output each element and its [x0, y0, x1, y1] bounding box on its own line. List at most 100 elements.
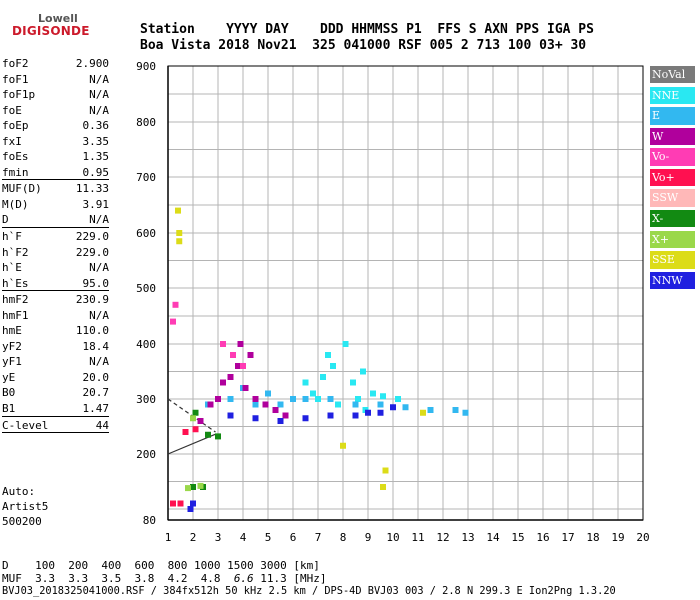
param-row: M(D) 3.91: [2, 197, 109, 213]
data-point-nnw: [352, 412, 359, 419]
param-value: 2.900: [75, 57, 109, 70]
muf-values: 3.3 3.3 3.5 3.8 4.2 4.8: [35, 572, 234, 585]
param-label: D: [2, 213, 9, 227]
x-tick-label: 5: [265, 531, 272, 544]
data-point-e: [377, 401, 384, 408]
param-label: yF1: [2, 355, 22, 369]
param-row: foF2 2.900: [2, 56, 109, 72]
data-point-x-: [205, 431, 211, 438]
param-label: foEp: [2, 119, 29, 133]
param-value: N/A: [89, 261, 109, 275]
param-value: N/A: [89, 103, 109, 117]
x-tick-label: 18: [586, 531, 599, 544]
data-point-e: [452, 407, 459, 413]
y-tick-label: 900: [136, 60, 156, 73]
x-tick-label: 15: [511, 531, 524, 544]
plot-frame: [167, 65, 644, 521]
data-point-sse: [420, 409, 426, 416]
auto-program: Artist5: [2, 500, 49, 513]
data-point-nnw: [302, 415, 309, 422]
data-point-nnw: [277, 418, 284, 424]
data-point-nnw: [227, 412, 234, 419]
data-point-nnw: [190, 500, 196, 507]
x-tick-label: 12: [436, 531, 449, 544]
data-point-nnw: [365, 409, 371, 416]
data-point-x-: [185, 485, 191, 492]
legend-item-nnw: NNW: [650, 271, 695, 290]
data-point-e: [227, 396, 234, 402]
x-tick-label: 2: [190, 531, 197, 544]
param-value: 3.91: [82, 197, 110, 211]
data-point-sse: [382, 467, 389, 474]
legend-item-nne: NNE: [650, 86, 695, 104]
data-point-w: [235, 363, 241, 369]
muf-highlight: 6.6: [233, 572, 254, 585]
param-row: foF1 N/A: [2, 72, 109, 88]
param-value: 110.0: [75, 324, 109, 338]
x-tick-label: 1: [165, 531, 172, 544]
data-point-vo-: [240, 363, 246, 369]
data-point-e: [265, 390, 271, 397]
distance-row: D 100 200 400 600 800 1000 1500 3000 [km…: [2, 559, 320, 572]
data-point-w: [227, 374, 234, 380]
data-point-e: [352, 401, 359, 408]
param-row: foE N/A: [2, 103, 109, 119]
param-value: 0.36: [82, 119, 110, 133]
param-label: h`Es: [2, 276, 29, 290]
param-label: B0: [2, 386, 16, 400]
legend-item-vo-: Vo+: [650, 168, 695, 187]
data-point-w: [262, 401, 269, 408]
y-tick-label: 700: [136, 171, 156, 184]
data-point-nne: [380, 393, 386, 400]
data-point-nne: [335, 401, 341, 408]
y-tick-label: 400: [136, 338, 156, 351]
param-row: h`Es 95.0: [2, 276, 109, 292]
x-tick-label: 17: [561, 531, 574, 544]
param-divider: [2, 227, 109, 229]
param-row: MUF(D) 11.33: [2, 181, 109, 197]
param-row: B1 1.47: [2, 401, 109, 417]
param-label: foF1p: [2, 88, 36, 102]
data-point-w: [247, 352, 254, 358]
param-label: M(D): [2, 197, 29, 211]
param-value: 0.95: [82, 165, 110, 179]
param-row: h`F 229.0: [2, 229, 109, 245]
param-label: foF2: [2, 57, 29, 70]
data-point-vo-: [220, 341, 226, 347]
data-point-nnw: [327, 412, 334, 419]
data-point-e: [427, 407, 434, 413]
y-tick-label: 600: [136, 227, 156, 240]
x-tick-label: 10: [386, 531, 399, 544]
x-tick-label: 6: [290, 531, 297, 544]
legend-item-x-: X-: [650, 210, 695, 228]
data-point-x-: [192, 409, 199, 416]
data-point-nne: [325, 352, 331, 358]
y-tick-label: 300: [136, 393, 156, 406]
data-point-nne: [302, 379, 309, 386]
y-tick-label: 800: [136, 116, 156, 129]
param-row: foEp 0.36: [2, 118, 109, 134]
param-label: fxI: [2, 134, 22, 148]
param-label: h`F2: [2, 245, 29, 259]
data-point-w: [215, 396, 221, 402]
param-value: N/A: [89, 88, 109, 102]
data-point-e: [252, 401, 259, 408]
data-point-e: [277, 401, 284, 408]
data-point-w: [207, 401, 214, 408]
data-point-nne: [355, 396, 361, 402]
param-divider: [2, 432, 109, 434]
param-value: 1.47: [82, 402, 110, 416]
param-row: B0 20.7: [2, 385, 109, 401]
data-point-nne: [320, 374, 326, 380]
data-point-vo-: [170, 500, 176, 507]
legend-item-sse: SSE: [650, 251, 695, 269]
legend-item-noval: NoVal: [650, 66, 695, 84]
y-tick-label: 80: [143, 514, 156, 527]
data-point-vo-: [172, 301, 179, 308]
legend-item-x-: X+: [650, 230, 695, 249]
data-point-vo-: [177, 500, 184, 507]
param-divider: [2, 290, 109, 292]
data-point-vo-: [170, 318, 176, 325]
param-row: yE 20.0: [2, 370, 109, 386]
data-point-vo-: [230, 352, 236, 358]
